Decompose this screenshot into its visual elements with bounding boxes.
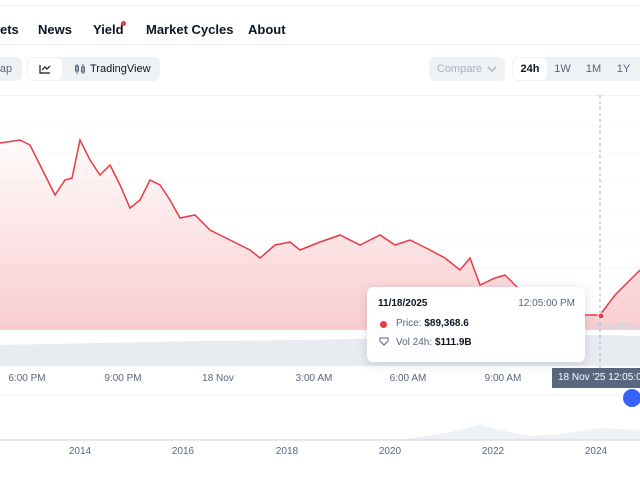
tooltip-date: 11/18/2025 xyxy=(378,298,428,309)
price-line xyxy=(0,137,640,316)
vol-label: Vol 24h: xyxy=(396,337,433,348)
range-button[interactable]: 1W xyxy=(554,63,571,75)
compare-dropdown[interactable]: Compare xyxy=(429,57,505,81)
button-label: TradingView xyxy=(90,63,151,75)
tooltip-row: Vol 24h: $111.9B xyxy=(396,337,472,348)
range-button[interactable]: 1M xyxy=(585,63,602,75)
navigator-tick-label: 2016 xyxy=(171,446,195,457)
range-selector: 24h 1W 1M 1Y xyxy=(512,57,640,81)
navigator-area xyxy=(0,425,640,440)
navigator-tick-label: 2022 xyxy=(481,446,505,457)
nav-item[interactable]: ets xyxy=(0,22,19,37)
price-dot xyxy=(380,321,387,328)
x-tick-label: 6:00 AM xyxy=(389,373,427,384)
line-icon-button[interactable] xyxy=(28,58,62,80)
watermark: CoinMa xyxy=(595,320,635,332)
vol-value: $111.9B xyxy=(434,337,472,348)
top-border xyxy=(0,5,640,6)
dropdown-label: Compare xyxy=(436,63,483,75)
x-tick-label: 9:00 AM xyxy=(484,373,522,384)
x-tick-label: 9:00 PM xyxy=(104,373,142,384)
badge-dot xyxy=(121,21,126,26)
nav-item[interactable]: News xyxy=(38,22,72,37)
tooltip-row: Price: $89,368.6 xyxy=(396,318,469,329)
nav-item[interactable]: Yield xyxy=(93,22,124,37)
chart-type-toggle[interactable]: TradingView xyxy=(27,57,160,81)
crosshair-label: 18 Nov '25 12:05:00 xyxy=(552,368,640,388)
tooltip: 11/18/2025 12:05:00 PM Price: $89,368.6 … xyxy=(367,287,585,362)
button-label: ap xyxy=(0,63,13,75)
x-tick-label: 6:00 PM xyxy=(8,373,46,384)
price-area xyxy=(0,140,640,330)
tooltip-time: 12:05:00 PM xyxy=(518,298,575,309)
x-tick-label: 3:00 AM xyxy=(295,373,333,384)
nav-border xyxy=(0,44,640,45)
navigator-tick-label: 2024 xyxy=(584,446,608,457)
line-icon xyxy=(39,65,51,74)
price-value: $89,368.6 xyxy=(424,318,469,329)
help-button[interactable] xyxy=(623,389,640,407)
navigator-tick-label: 2018 xyxy=(275,446,299,457)
candle-icon xyxy=(75,64,85,74)
navigator-tick-label: 2014 xyxy=(68,446,92,457)
x-tick-label: 18 Nov xyxy=(202,373,234,384)
nav-item[interactable]: Market Cycles xyxy=(146,22,234,37)
nav-item[interactable]: About xyxy=(248,22,286,37)
toggle-button[interactable]: ap xyxy=(0,57,22,81)
price-label: Price: xyxy=(396,318,422,329)
chart-border xyxy=(0,95,640,96)
range-button[interactable]: 1Y xyxy=(616,63,631,75)
navigator-tick-label: 2020 xyxy=(378,446,402,457)
volume-icon xyxy=(379,337,389,346)
hover-point xyxy=(597,312,605,320)
range-button[interactable]: 24h xyxy=(513,58,547,80)
chevron xyxy=(487,66,497,72)
